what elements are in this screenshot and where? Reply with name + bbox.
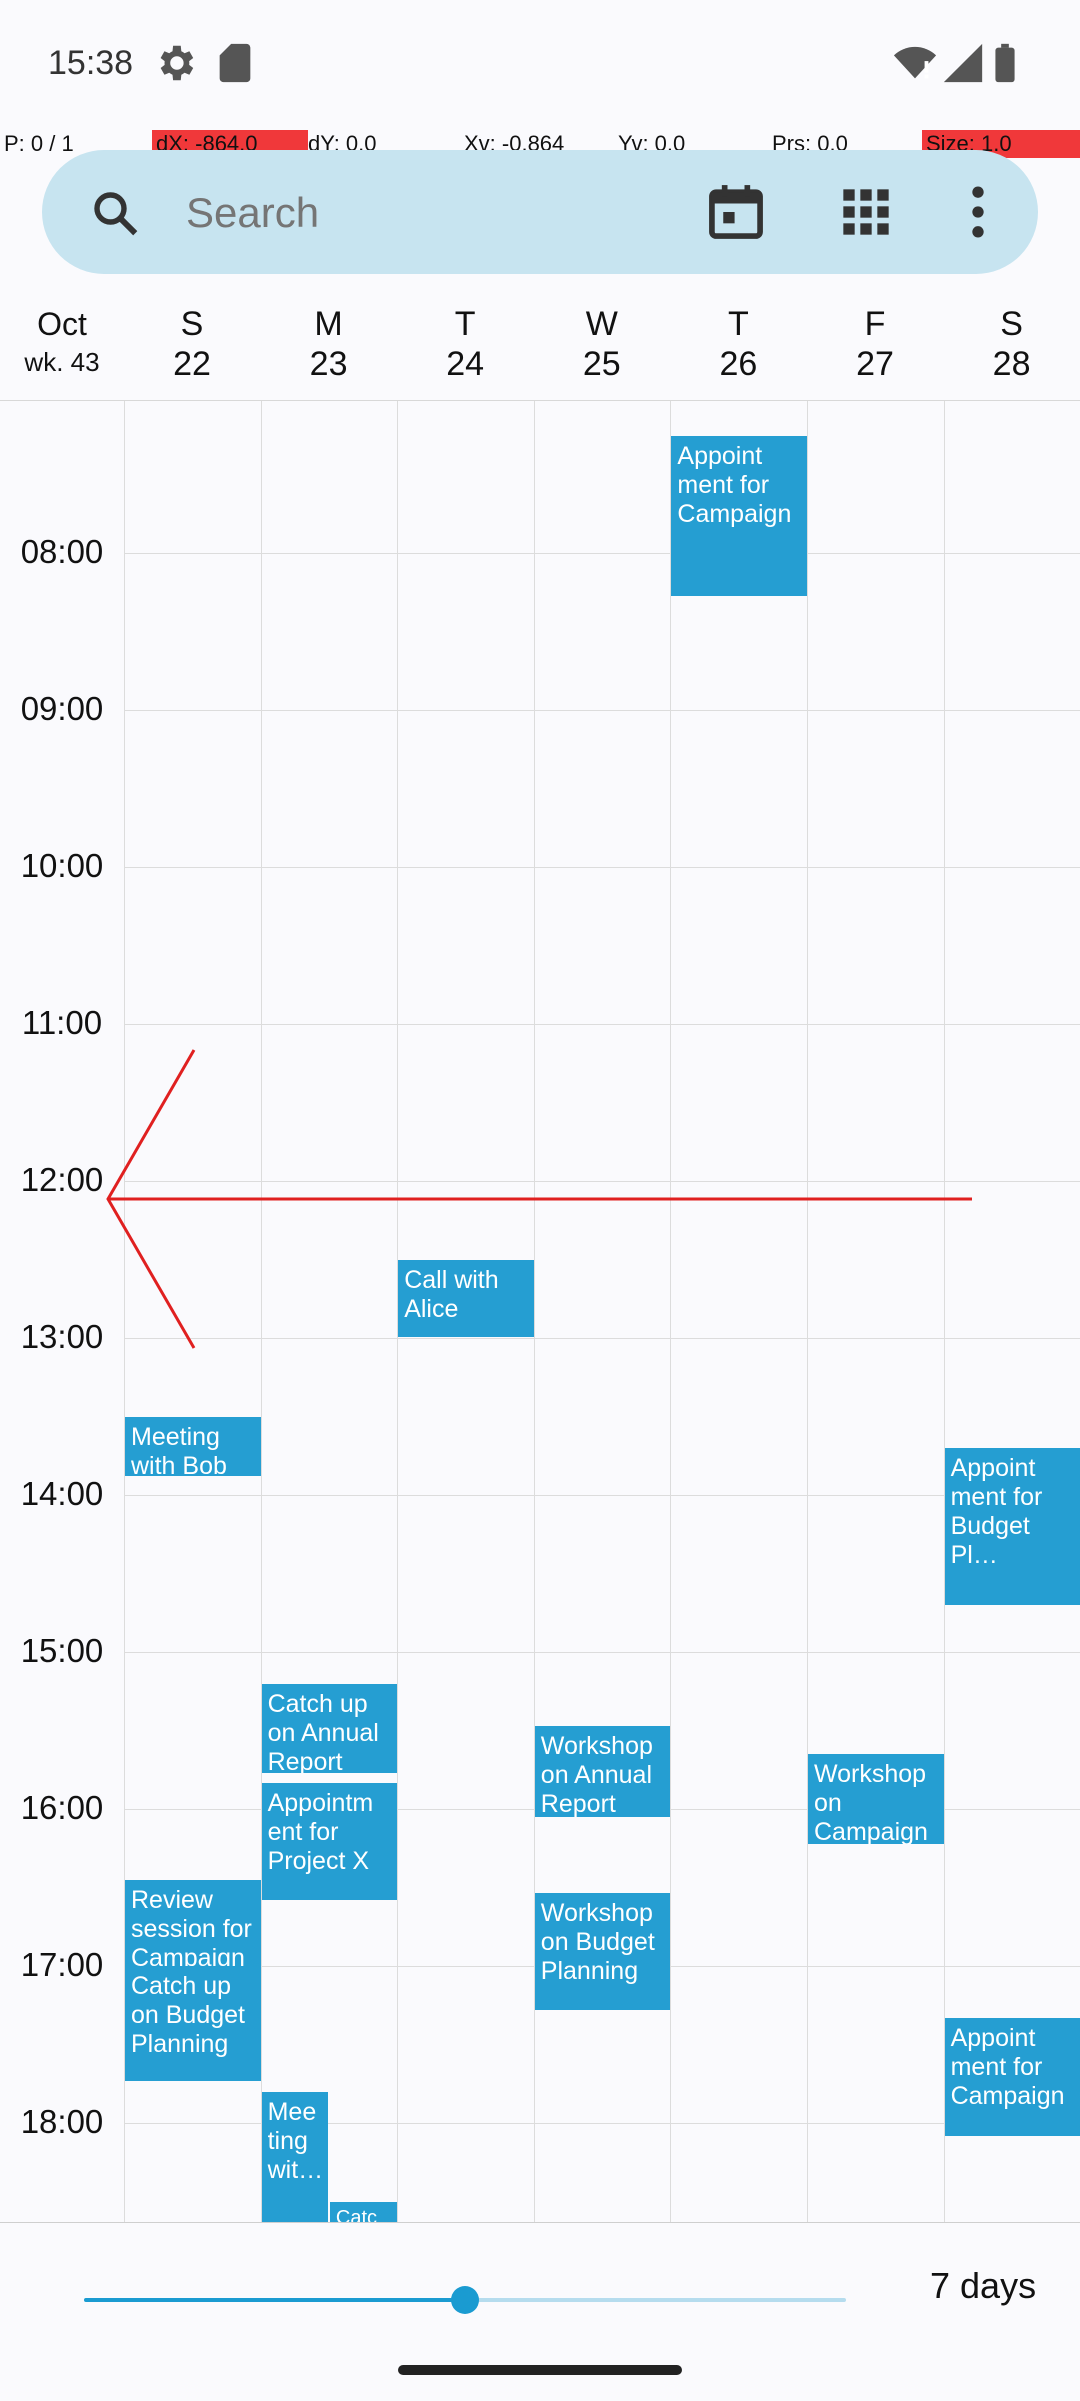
wifi-icon (892, 40, 938, 86)
hour-label: 11:00 (21, 1004, 103, 1042)
day-number: 22 (173, 345, 211, 383)
week-header: Oct wk. 43 S 22 M 23 T 24 W 25 T 26 F 27 S 28 (0, 290, 1080, 400)
hour-label: 18:00 (20, 2103, 104, 2141)
debug-pointer: P: 0 / 1 (4, 131, 74, 156)
hour-label: 14:00 (20, 1475, 104, 1513)
calendar-event[interactable]: Catc (329, 2201, 398, 2223)
slider-inactive-track (465, 2298, 846, 2302)
day-letter: F (864, 305, 886, 343)
day-letter: S (180, 305, 204, 343)
day-number: 23 (309, 345, 348, 383)
search-input[interactable] (184, 186, 708, 240)
day-number: 26 (719, 345, 758, 383)
column-divider (533, 401, 535, 2223)
day-header-4[interactable]: T 26 (670, 290, 806, 384)
calendar-event[interactable]: Workshop on Campaign (808, 1754, 944, 1844)
hour-label: 15:00 (20, 1632, 104, 1670)
slider-active-track (84, 2298, 465, 2302)
hour-label: 10:00 (20, 847, 104, 885)
calendar-event[interactable]: Mee ting wit… (261, 2091, 328, 2223)
battery-icon (982, 40, 1028, 86)
hour-line (124, 710, 1080, 712)
week-number: wk. 43 (24, 347, 100, 377)
day-number: 24 (446, 345, 485, 383)
day-header-5[interactable]: F 27 (807, 290, 943, 384)
hour-label: 09:00 (20, 690, 104, 728)
calendar-event[interactable]: Meeting with Bob (125, 1416, 261, 1477)
week-grid[interactable]: 08:00 09:00 10:00 11:00 12:00 13:00 14:00 15:00… (0, 400, 1080, 2223)
calendar-event[interactable]: Workshop on Annual Report (534, 1726, 671, 1818)
hour-line (124, 1495, 1080, 1497)
search-icon[interactable] (88, 186, 142, 240)
column-divider (670, 401, 672, 2223)
day-header-0[interactable]: S 22 (124, 290, 260, 384)
day-letter: W (585, 305, 618, 343)
column-divider (397, 401, 399, 2223)
zoom-slider[interactable] (84, 2280, 846, 2320)
day-letter: T (454, 305, 476, 343)
day-letter: S (1000, 305, 1023, 343)
gear-icon (152, 40, 198, 86)
hour-label: 13:00 (20, 1318, 104, 1356)
calendar-event[interactable]: Catch up on Annual Report (261, 1683, 398, 1774)
signal-icon (940, 40, 986, 86)
day-number: 25 (582, 345, 621, 383)
sd-card-icon (212, 40, 258, 86)
hour-line (124, 2123, 1080, 2125)
column-divider (807, 401, 808, 2223)
day-header-1[interactable]: M 23 (261, 290, 397, 384)
day-letter: T (728, 305, 749, 343)
calendar-event[interactable]: Review session for Campaign (125, 1879, 261, 1967)
day-number: 28 (992, 345, 1031, 383)
day-letter: M (314, 305, 343, 343)
status-time: 15:38 (48, 44, 134, 82)
search-bar (42, 150, 1038, 274)
more-vert-icon[interactable] (944, 178, 1012, 246)
day-header-6[interactable]: S 28 (944, 290, 1080, 384)
hour-line (124, 1024, 1080, 1026)
hour-line (124, 1338, 1080, 1340)
hour-label: 12:00 (20, 1161, 104, 1199)
hour-line (124, 1181, 1080, 1183)
calendar-event[interactable]: Appoint ment for Campaign (944, 2018, 1080, 2136)
column-divider (943, 401, 945, 2223)
day-header-2[interactable]: T 24 (397, 290, 533, 384)
grid-view-icon[interactable] (832, 178, 900, 246)
hour-label: 16:00 (20, 1789, 104, 1827)
calendar-event[interactable]: Call with Alice (398, 1259, 534, 1337)
calendar-event[interactable]: Appointm ent for Project X (261, 1782, 398, 1901)
hour-line (124, 553, 1080, 555)
calendar-event[interactable]: Catch up on Budget Planning (125, 1966, 261, 2081)
bottom-bar: 7 days (0, 2222, 1080, 2401)
month-label: Oct (37, 306, 87, 342)
hour-label: 17:00 (20, 1946, 104, 1984)
calendar-event[interactable]: Workshop on Budget Planning (534, 1892, 671, 2011)
days-count-label: 7 days (930, 2265, 1037, 2306)
month-week-cell: Oct wk. 43 (0, 290, 124, 380)
gesture-nav-bar[interactable] (398, 2365, 682, 2375)
calendar-today-icon[interactable] (702, 178, 770, 246)
hour-label: 08:00 (20, 533, 104, 571)
slider-thumb[interactable] (451, 2286, 479, 2314)
hour-line (124, 867, 1080, 869)
day-header-3[interactable]: W 25 (534, 290, 670, 384)
calendar-event[interactable]: Appoint ment for Budget Pl… (944, 1448, 1080, 1606)
calendar-event[interactable]: Appoint ment for Campaign (671, 435, 807, 596)
status-bar: 15:38 (0, 0, 1080, 130)
hour-line (124, 1652, 1080, 1654)
day-number: 27 (856, 345, 894, 383)
column-divider (260, 401, 262, 2223)
